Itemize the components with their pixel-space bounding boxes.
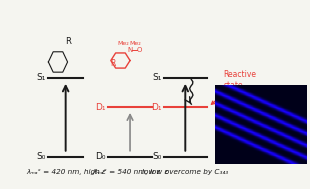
Text: N: N <box>127 47 133 53</box>
Text: D₀: D₀ <box>95 152 106 161</box>
Text: S₁: S₁ <box>37 74 46 82</box>
Text: S₁: S₁ <box>152 74 161 82</box>
Text: Me₂: Me₂ <box>117 41 129 46</box>
Text: D₁: D₁ <box>95 103 106 112</box>
Text: S₀: S₀ <box>152 152 161 161</box>
Text: Reactive
state: Reactive state <box>211 70 257 104</box>
Text: R: R <box>65 37 71 46</box>
Text: Me₂: Me₂ <box>129 41 141 46</box>
Text: low ε  overcome by C₃₄₃: low ε overcome by C₃₄₃ <box>142 169 228 175</box>
Text: R: R <box>111 59 116 68</box>
Text: λₘₐˣ = 420 nm, high ε: λₘₐˣ = 420 nm, high ε <box>26 169 106 175</box>
Text: λₘₐˣ = 540 nm, low ε: λₘₐˣ = 540 nm, low ε <box>92 169 168 175</box>
Text: D₁: D₁ <box>151 103 161 112</box>
Text: O: O <box>137 47 142 53</box>
Text: S₀: S₀ <box>37 152 46 161</box>
